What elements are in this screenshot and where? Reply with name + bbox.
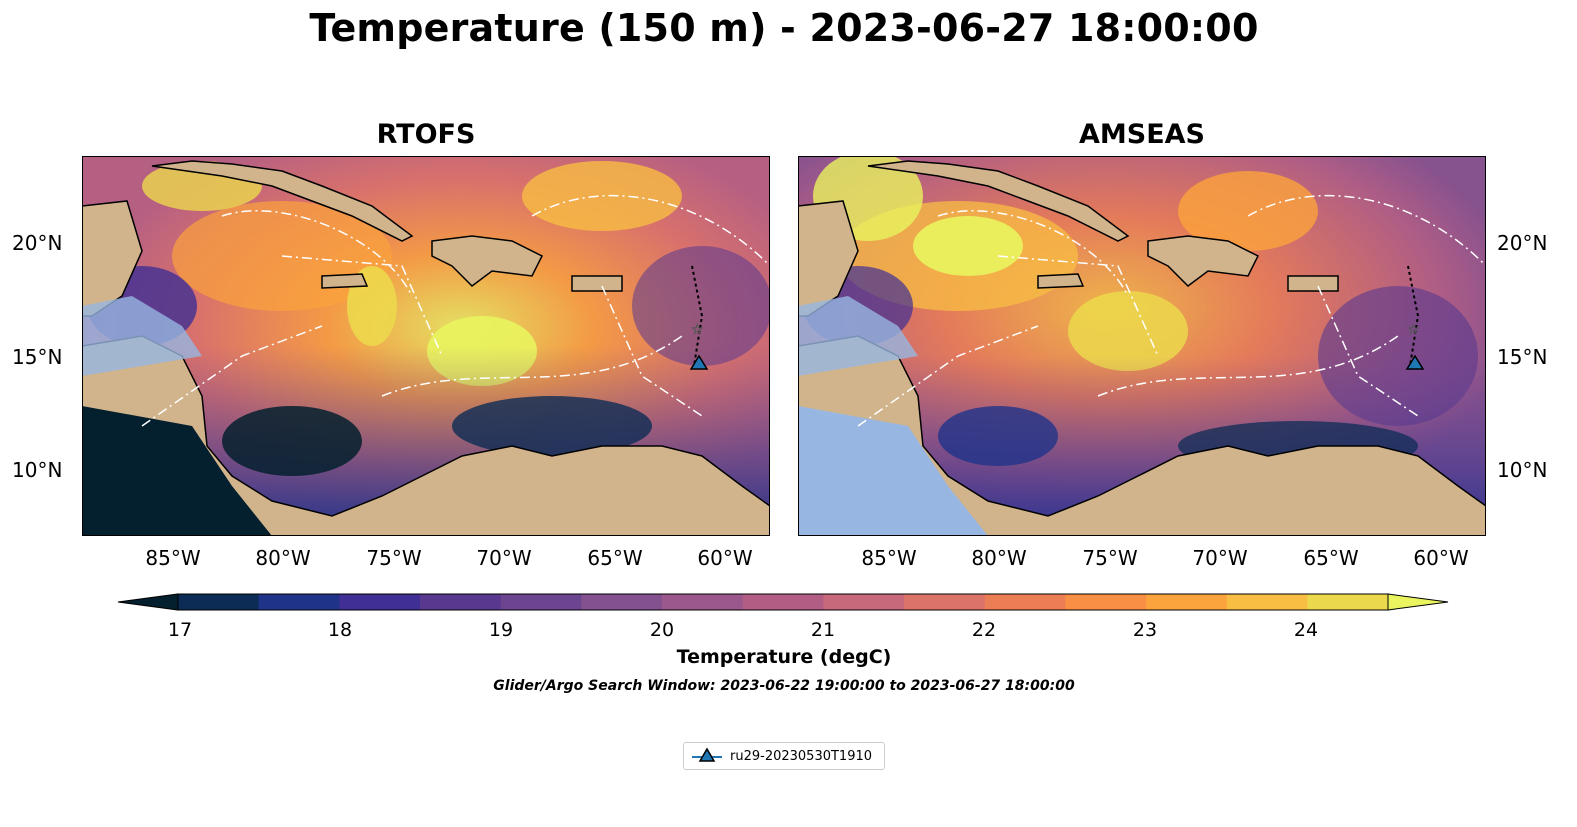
svg-text:☆: ☆ (1407, 322, 1420, 338)
colorbar-segment (1146, 594, 1228, 610)
x-tick-label: 85°W (861, 546, 917, 570)
y-tick-label: 15°N (1497, 345, 1548, 369)
colorbar-segment (742, 594, 824, 610)
colorbar-tick-label: 21 (810, 619, 836, 641)
colorbar-segment (258, 594, 340, 610)
colorbar-label: Temperature (degC) (676, 646, 892, 668)
legend-entry-label: ru29-20230530T1910 (730, 748, 873, 764)
colorbar-tick-label: 18 (327, 619, 353, 641)
glider-marker-rtofs (689, 354, 709, 370)
x-tick-label: 70°W (476, 546, 532, 570)
colorbar-segment (1307, 594, 1389, 610)
colorbar-extend-min (117, 593, 179, 611)
colorbar-segment (420, 594, 502, 610)
x-tick-label: 80°W (971, 546, 1027, 570)
colorbar-tick-label: 24 (1293, 619, 1319, 641)
legend: ru29-20230530T1910 (683, 742, 885, 770)
glider-marker-amseas (1405, 354, 1425, 370)
triangle-marker-icon (692, 747, 722, 762)
x-tick-label: 70°W (1192, 546, 1248, 570)
colorbar-segment (1226, 594, 1308, 610)
colorbar-outline (177, 593, 1389, 611)
y-tick-label: 20°N (12, 231, 63, 255)
colorbar-segment (662, 594, 744, 610)
colorbar-segment (984, 594, 1066, 610)
x-tick-label: 60°W (697, 546, 753, 570)
y-tick-label: 10°N (12, 458, 63, 482)
colorbar-tick-label: 19 (488, 619, 514, 641)
map-rtofs[interactable]: ☆ (82, 156, 770, 536)
colorbar-extend-max (1387, 593, 1449, 611)
colorbar (117, 593, 1449, 611)
colorbar-segment (581, 594, 663, 610)
colorbar-segment (178, 594, 260, 610)
colorbar-segment (823, 594, 905, 610)
x-tick-label: 60°W (1413, 546, 1469, 570)
colorbar-tick-label: 23 (1132, 619, 1158, 641)
colorbar-tick-label: 17 (167, 619, 193, 641)
map-amseas[interactable]: ☆ (798, 156, 1486, 536)
x-tick-label: 85°W (145, 546, 201, 570)
colorbar-tick-label: 20 (649, 619, 675, 641)
colorbar-tick-label: 22 (971, 619, 997, 641)
x-tick-label: 65°W (1303, 546, 1359, 570)
y-tick-label: 20°N (1497, 231, 1548, 255)
colorbar-segment (1065, 594, 1147, 610)
x-tick-label: 75°W (366, 546, 422, 570)
y-tick-label: 10°N (1497, 458, 1548, 482)
x-tick-label: 80°W (255, 546, 311, 570)
panel-title-rtofs: RTOFS (376, 119, 476, 150)
x-tick-label: 75°W (1082, 546, 1138, 570)
x-tick-label: 65°W (587, 546, 643, 570)
search-window-caption: Glider/Argo Search Window: 2023-06-22 19… (493, 678, 1075, 694)
svg-text:☆: ☆ (691, 322, 704, 338)
colorbar-segment (500, 594, 582, 610)
main-title: Temperature (150 m) - 2023-06-27 18:00:0… (309, 6, 1259, 50)
colorbar-segment (904, 594, 986, 610)
y-tick-label: 15°N (12, 345, 63, 369)
panel-title-amseas: AMSEAS (1079, 119, 1205, 150)
colorbar-segment (339, 594, 421, 610)
